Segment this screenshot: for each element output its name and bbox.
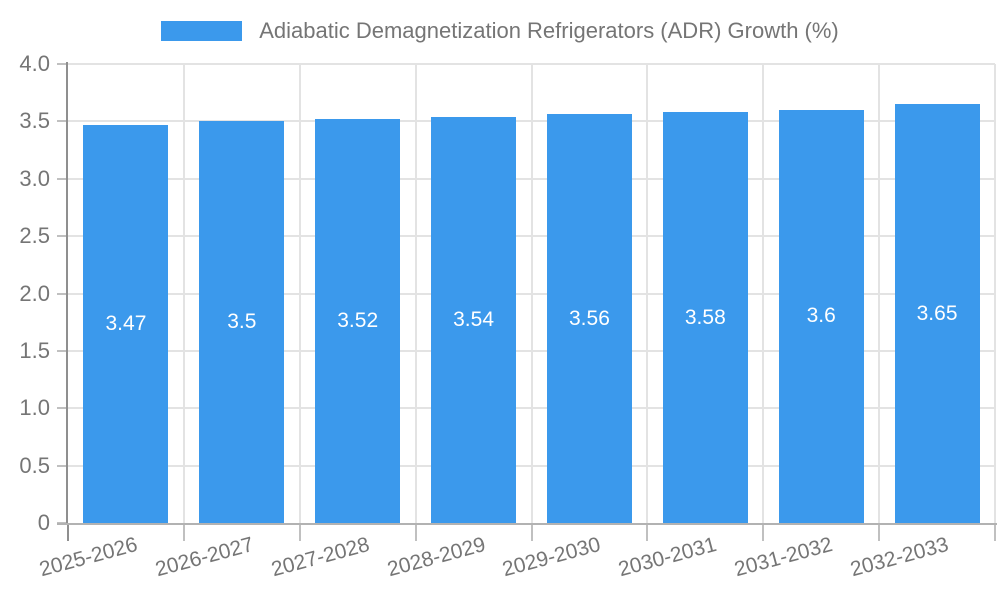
- bar-value-label: 3.47: [105, 311, 147, 335]
- x-gridline: [414, 64, 417, 523]
- x-axis-tick: [646, 523, 649, 541]
- y-axis-tick: [57, 464, 68, 467]
- x-axis-tick: [182, 523, 185, 541]
- y-axis-tick: [57, 63, 68, 65]
- x-axis-tick: [994, 523, 996, 541]
- bar[interactable]: [431, 116, 517, 523]
- y-axis-tick: [57, 235, 68, 238]
- bar-value-label: 3.56: [569, 306, 610, 330]
- x-gridline: [182, 64, 185, 523]
- bar-value-label: 3.58: [684, 305, 726, 329]
- x-axis-tick: [762, 523, 765, 541]
- x-gridline: [530, 64, 533, 523]
- y-axis-tick-label: 1.0: [19, 395, 50, 421]
- y-axis-tick-label: 0.5: [19, 452, 50, 478]
- x-gridline: [646, 64, 649, 523]
- x-gridline: [298, 64, 301, 523]
- y-axis-tick-label: 2.5: [19, 223, 50, 249]
- bar[interactable]: [778, 109, 864, 523]
- x-axis-tick: [67, 523, 69, 541]
- y-axis-tick-label: 3.5: [19, 108, 50, 134]
- bar-value-label: 3.52: [337, 309, 379, 333]
- x-axis-tick: [530, 523, 533, 541]
- x-gridline: [878, 64, 881, 523]
- bar[interactable]: [315, 119, 401, 523]
- y-axis-tick-label: 2.0: [19, 280, 50, 306]
- y-axis-tick: [57, 292, 68, 295]
- bar-value-label: 3.5: [227, 310, 257, 334]
- legend[interactable]: Adiabatic Demagnetization Refrigerators …: [0, 18, 1000, 44]
- y-axis-tick-label: 3.0: [19, 165, 50, 191]
- y-axis-tick-label: 1.5: [19, 337, 50, 363]
- y-axis-tick: [57, 407, 68, 410]
- y-axis-tick-label: 0: [37, 510, 50, 535]
- bar[interactable]: [662, 112, 748, 523]
- bar-value-label: 3.65: [916, 301, 958, 325]
- legend-label: Adiabatic Demagnetization Refrigerators …: [259, 18, 839, 43]
- x-axis-tick: [298, 523, 301, 541]
- x-axis-tick: [878, 523, 881, 541]
- x-gridline: [994, 64, 996, 523]
- y-axis-tick: [57, 349, 68, 352]
- bar[interactable]: [83, 124, 169, 523]
- bar-value-label: 3.6: [806, 304, 836, 328]
- y-axis-tick: [57, 177, 68, 180]
- y-axis-tick: [57, 120, 68, 123]
- y-axis-tick-label: 4.0: [19, 51, 50, 76]
- bar-value-label: 3.54: [453, 307, 494, 331]
- legend-swatch[interactable]: [161, 21, 243, 41]
- bar[interactable]: [546, 114, 632, 523]
- y-axis-line: [66, 62, 68, 525]
- bar[interactable]: [894, 104, 980, 523]
- x-axis-tick: [414, 523, 417, 541]
- x-axis-line: [57, 523, 997, 525]
- bar[interactable]: [199, 121, 285, 523]
- x-gridline: [762, 64, 765, 523]
